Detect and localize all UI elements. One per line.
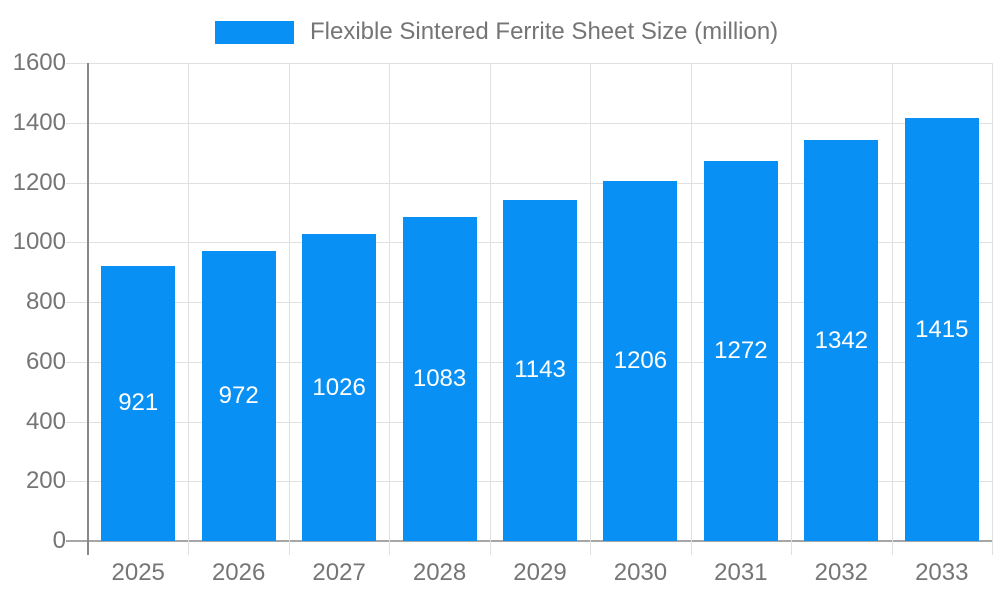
x-axis-tick-label: 2031 — [714, 559, 768, 586]
y-axis-tick-label: 600 — [25, 347, 66, 375]
y-axis-tick-label: 1200 — [12, 168, 66, 196]
y-axis-tick-label: 400 — [25, 407, 66, 435]
bar-2028: 1083 — [402, 217, 477, 541]
v-gridline — [288, 63, 290, 555]
x-axis-tick-label: 2033 — [915, 559, 969, 586]
x-axis-tick-label: 2029 — [513, 559, 567, 586]
bar-value-label: 1206 — [613, 346, 668, 374]
bar-value-label: 1342 — [814, 326, 869, 354]
x-axis-tick-label: 2028 — [412, 559, 467, 586]
bar-value-label: 1143 — [514, 356, 566, 384]
bar-2031: 1272 — [703, 160, 778, 541]
legend-swatch — [215, 20, 294, 44]
x-axis-baseline — [66, 540, 992, 542]
x-axis-tick-label: 2027 — [312, 559, 366, 586]
x-axis-tick-label: 2026 — [211, 559, 266, 586]
bar-value-label: 921 — [118, 389, 159, 417]
bar-2032: 1342 — [804, 140, 879, 541]
bar-value-label: 1415 — [915, 315, 969, 343]
v-gridline — [389, 63, 391, 555]
bar-2029: 1143 — [503, 199, 577, 541]
y-axis-tick-label: 1400 — [12, 108, 66, 136]
bar-value-label: 1272 — [714, 336, 768, 364]
y-axis-line — [87, 63, 89, 555]
legend-label: Flexible Sintered Ferrite Sheet Size (mi… — [310, 18, 779, 45]
bar-value-label: 1083 — [412, 365, 467, 393]
bar-value-label: 1026 — [312, 373, 366, 401]
y-axis-tick-label: 1000 — [12, 228, 66, 256]
bar-2030: 1206 — [603, 180, 678, 541]
x-axis-tick-label: 2032 — [814, 559, 869, 586]
bar-value-label: 972 — [218, 381, 259, 409]
bar-2025: 921 — [101, 265, 176, 541]
x-axis-tick-label: 2030 — [613, 559, 668, 586]
y-axis-tick-label: 200 — [25, 467, 66, 495]
v-gridline — [690, 63, 692, 555]
h-gridline — [66, 182, 992, 184]
bar-2033: 1415 — [904, 118, 979, 541]
h-gridline — [66, 122, 992, 124]
v-gridline — [992, 63, 993, 555]
h-gridline — [66, 63, 992, 64]
v-gridline — [791, 63, 793, 555]
y-axis-tick-label: 1600 — [12, 49, 66, 76]
y-axis-tick-label: 800 — [25, 288, 66, 315]
v-gridline — [590, 63, 592, 555]
x-axis-tick-label: 2025 — [111, 559, 165, 586]
y-axis-tick-label: 0 — [52, 527, 66, 554]
v-gridline — [188, 63, 190, 555]
v-gridline — [489, 63, 491, 555]
legend-item[interactable]: Flexible Sintered Ferrite Sheet Size (mi… — [215, 19, 778, 45]
bar-2027: 1026 — [302, 234, 377, 541]
v-gridline — [891, 63, 893, 555]
bar-2026: 972 — [201, 250, 276, 541]
